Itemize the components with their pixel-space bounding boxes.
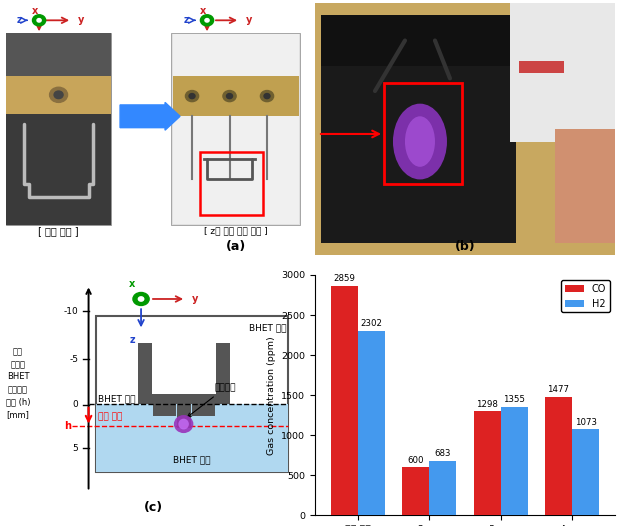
- Bar: [171, 33, 300, 225]
- Bar: [331, 286, 358, 515]
- Text: 2302: 2302: [360, 319, 383, 328]
- Legend: CO, H2: CO, H2: [561, 280, 610, 312]
- FancyArrow shape: [120, 103, 180, 130]
- Text: 1477: 1477: [548, 385, 570, 394]
- Text: 1298: 1298: [476, 400, 498, 409]
- Circle shape: [260, 90, 274, 102]
- Bar: [555, 129, 615, 242]
- Text: BHET 내부: BHET 내부: [173, 456, 211, 464]
- Ellipse shape: [174, 415, 193, 433]
- Text: x: x: [200, 6, 206, 16]
- Text: BHET 외부: BHET 외부: [249, 323, 287, 332]
- Text: (b): (b): [455, 240, 475, 252]
- Bar: [358, 331, 385, 515]
- Circle shape: [223, 90, 236, 102]
- Circle shape: [133, 292, 149, 306]
- Bar: [138, 343, 151, 403]
- Text: [ z축 방향 확장 전극 ]: [ z축 방향 확장 전극 ]: [204, 227, 268, 236]
- Circle shape: [185, 90, 198, 102]
- Bar: [96, 316, 288, 472]
- Text: 600: 600: [407, 456, 424, 464]
- Bar: [6, 76, 111, 114]
- Ellipse shape: [179, 419, 189, 430]
- Text: z: z: [129, 335, 135, 345]
- Bar: [510, 3, 615, 141]
- Bar: [321, 15, 516, 242]
- Circle shape: [264, 94, 270, 98]
- Text: x: x: [129, 279, 135, 289]
- Text: z: z: [17, 15, 22, 25]
- Text: -5: -5: [69, 355, 78, 363]
- Text: 1073: 1073: [575, 418, 596, 427]
- Text: (a): (a): [226, 240, 245, 253]
- Text: z: z: [183, 15, 189, 25]
- Bar: [138, 394, 229, 403]
- Circle shape: [189, 94, 195, 98]
- Bar: [153, 403, 176, 416]
- Bar: [572, 429, 599, 515]
- Bar: [321, 15, 516, 66]
- Bar: [501, 407, 528, 515]
- Circle shape: [227, 94, 232, 98]
- Circle shape: [200, 15, 214, 26]
- Text: BHET 표면: BHET 표면: [98, 394, 135, 403]
- Circle shape: [49, 87, 67, 103]
- Text: 전극 위치: 전극 위치: [98, 412, 122, 421]
- Text: -10: -10: [63, 307, 78, 316]
- Bar: [6, 114, 111, 225]
- Bar: [384, 84, 462, 185]
- Bar: [96, 403, 288, 472]
- Text: x: x: [32, 6, 38, 16]
- Bar: [430, 461, 456, 515]
- Circle shape: [33, 15, 46, 26]
- Bar: [519, 60, 564, 73]
- Text: 2859: 2859: [333, 275, 355, 284]
- Text: [ 기존 전극 ]: [ 기존 전극 ]: [38, 226, 79, 236]
- Text: 683: 683: [434, 449, 451, 458]
- Bar: [200, 151, 263, 215]
- Text: y: y: [192, 294, 198, 304]
- Text: y: y: [78, 15, 85, 25]
- Circle shape: [205, 18, 209, 22]
- Circle shape: [54, 91, 63, 98]
- Bar: [402, 468, 430, 515]
- Text: (c): (c): [143, 501, 163, 513]
- Bar: [6, 33, 111, 225]
- Text: 전극
위치와
BHET
표면간의
거리 (h)
[mm]: 전극 위치와 BHET 표면간의 거리 (h) [mm]: [6, 348, 30, 419]
- Y-axis label: Gas concentration (ppm): Gas concentration (ppm): [266, 336, 276, 454]
- Ellipse shape: [405, 116, 435, 167]
- Bar: [6, 33, 111, 78]
- Bar: [172, 76, 298, 116]
- Ellipse shape: [393, 104, 447, 179]
- Text: 5: 5: [72, 443, 78, 453]
- Bar: [473, 411, 501, 515]
- Bar: [216, 343, 229, 403]
- Bar: [172, 34, 298, 224]
- Text: y: y: [246, 15, 252, 25]
- Circle shape: [37, 18, 41, 22]
- Text: h: h: [64, 421, 71, 431]
- Circle shape: [138, 297, 144, 301]
- Bar: [545, 397, 572, 515]
- Text: 플라즈마: 플라즈마: [188, 383, 236, 417]
- Text: 0: 0: [72, 400, 78, 409]
- Bar: [177, 402, 190, 428]
- Bar: [192, 403, 214, 416]
- Text: 1355: 1355: [503, 395, 525, 404]
